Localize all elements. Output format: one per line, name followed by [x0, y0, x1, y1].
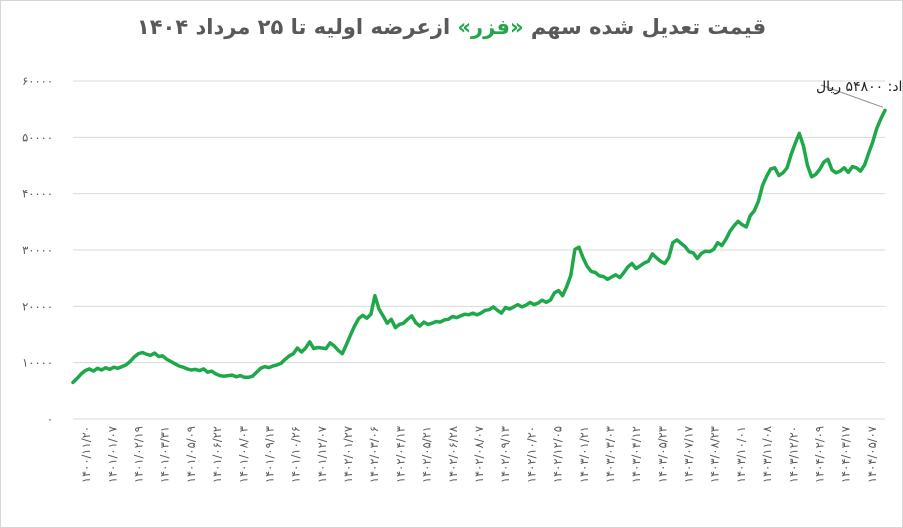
x-tick-label: ۱۴۰۳/۱۲/۲۰: [786, 426, 800, 483]
x-tick-label: ۱۴۰۳/۱۱/۰۸: [760, 426, 774, 483]
x-tick-label: ۱۴۰۲/۰۴/۱۳: [393, 426, 407, 483]
x-tick-label: ۱۴۰۳/۰۴/۱۲: [629, 426, 643, 483]
x-tick-label: ۱۴۰۱/۰۶/۲۲: [210, 426, 224, 483]
y-tick-label: ۱۰۰۰۰: [22, 356, 53, 370]
x-tick-label: ۱۴۰۳/۰۷/۱۷: [682, 426, 696, 483]
x-tick-label: ۱۴۰۱/۰۹/۱۳: [262, 426, 276, 483]
x-tick-label: ۱۴۰۱/۰۸/۰۳: [236, 426, 250, 483]
x-tick-label: ۱۴۰۳/۰۳/۰۳: [603, 426, 617, 483]
x-tick-label: ۱۴۰۴/۰۵/۰۷: [865, 426, 879, 483]
y-tick-label: ۶۰۰۰۰: [22, 74, 53, 88]
chart-title-symbol: «فزر»: [457, 15, 524, 39]
x-tick-label: ۱۴۰۲/۱۲/۰۵: [551, 426, 565, 483]
x-tick-label: ۱۴۰۱/۰۵/۰۹: [184, 426, 198, 483]
x-tick-label: ۱۴۰۳/۰۸/۲۳: [708, 426, 722, 483]
y-tick-label: ۳۰۰۰۰: [22, 243, 53, 257]
x-tick-label: ۱۴۰۱/۱۰/۲۶: [289, 426, 303, 483]
x-tick-label: ۱۴۰۲/۰۵/۲۱: [420, 426, 434, 483]
chart-title-prefix: قیمت تعدیل شده سهم: [523, 15, 767, 39]
annotation-label: ۲۵ مرداد: ۵۴۸۰۰ ریال: [816, 79, 902, 95]
chart-title: قیمت تعدیل شده سهم «فزر» ازعرضه اولیه تا…: [1, 15, 902, 39]
y-tick-label: ۴۰۰۰۰: [22, 187, 53, 201]
x-tick-label: ۱۴۰۲/۰۹/۱۳: [498, 426, 512, 483]
y-tick-label: ۵۰۰۰۰: [22, 130, 53, 144]
x-tick-label: ۱۴۰۴/۰۲/۰۹: [813, 426, 827, 483]
annotation-leader-line: [820, 84, 884, 108]
x-tick-label: ۱۴۰۲/۰۱/۲۷: [341, 426, 355, 483]
y-tick-label: ۰: [47, 412, 53, 426]
x-tick-label: ۱۴۰۲/۰۳/۰۶: [367, 426, 381, 483]
x-tick-label: ۱۴۰۲/۱۰/۲۰: [524, 426, 538, 483]
x-tick-label: ۱۴۰۱/۱۲/۰۷: [315, 426, 329, 483]
x-tick-label: ۱۴۰۱/۰۱/۰۷: [105, 426, 119, 483]
chart-title-suffix: ازعرضه اولیه تا ۲۵ مرداد ۱۴۰۴: [136, 15, 458, 39]
x-tick-label: ۱۴۰۳/۰۱/۲۱: [577, 426, 591, 483]
y-tick-label: ۲۰۰۰۰: [22, 299, 53, 313]
x-tick-label: ۱۴۰۴/۰۳/۱۷: [839, 426, 853, 483]
x-tick-label: ۱۴۰۳/۱۰/۰۱: [734, 426, 748, 483]
x-tick-label: ۱۴۰۰/۱۱/۲۰: [79, 426, 93, 483]
x-tick-label: ۱۴۰۲/۰۶/۲۸: [446, 426, 460, 483]
x-tick-label: ۱۴۰۱/۰۳/۳۱: [158, 426, 172, 483]
price-series-line: [71, 108, 887, 385]
x-tick-label: ۱۴۰۳/۰۵/۲۳: [655, 426, 669, 483]
x-tick-label: ۱۴۰۲/۰۸/۰۷: [472, 426, 486, 483]
x-tick-label: ۱۴۰۱/۰۲/۱۹: [131, 426, 145, 483]
